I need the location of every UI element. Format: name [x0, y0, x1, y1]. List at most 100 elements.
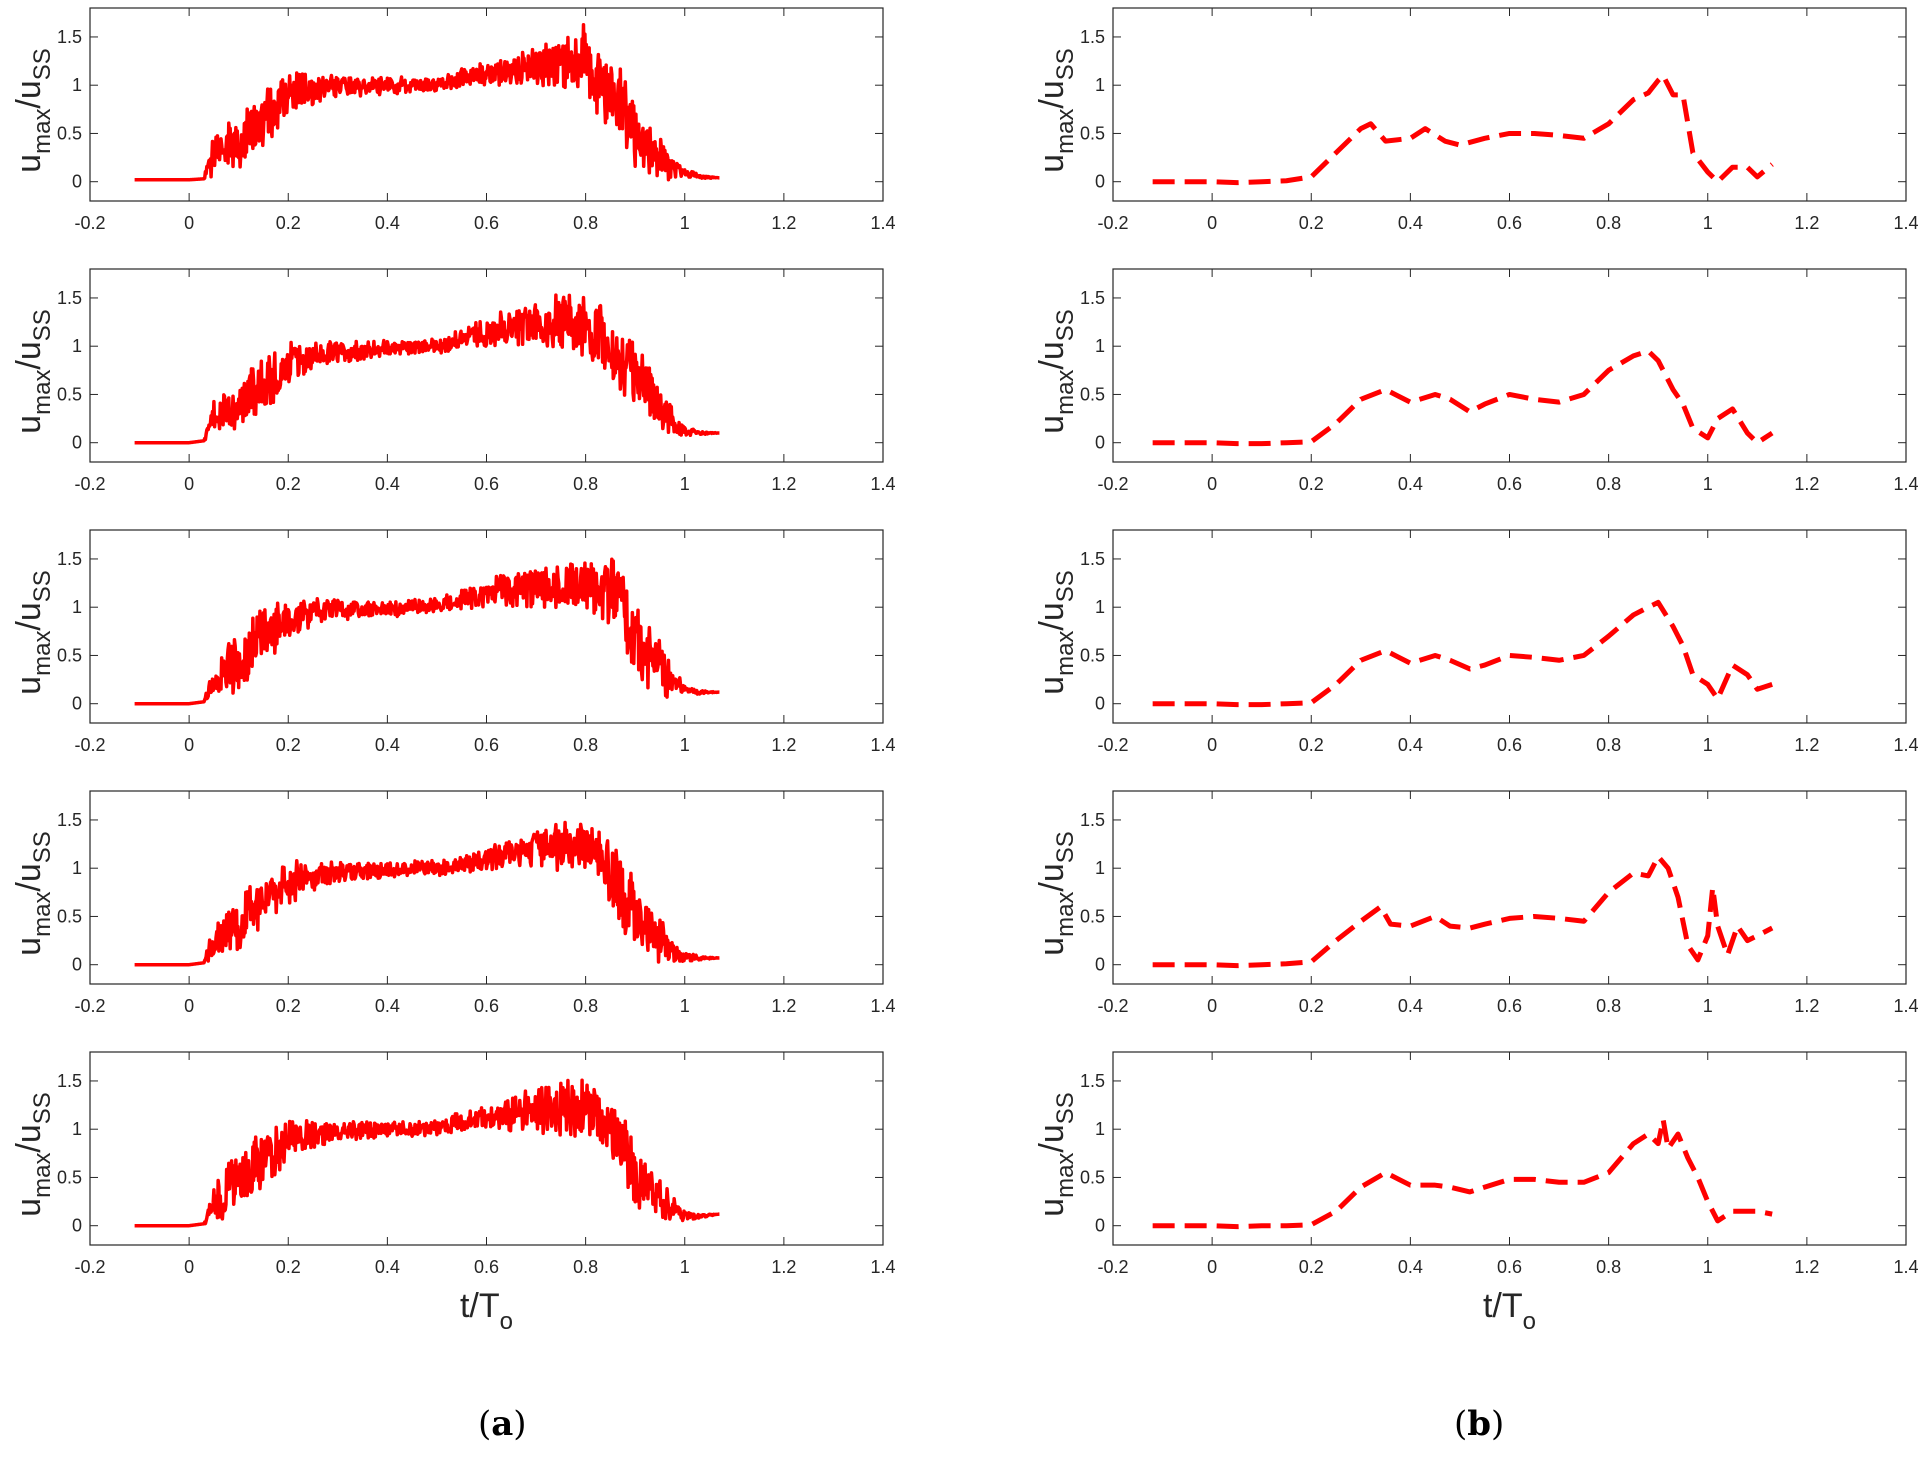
y-axis-label: umax/uSS — [10, 831, 56, 956]
y-tick-label: 0 — [72, 955, 82, 975]
y-tick-label: 1.5 — [1080, 27, 1105, 47]
y-tick-label: 0.5 — [1080, 384, 1105, 404]
x-tick-label: 1.2 — [1794, 996, 1819, 1016]
x-tick-label: 1.4 — [1893, 474, 1918, 494]
series-line-b-4 — [1152, 854, 1774, 969]
x-tick-label: 0.2 — [276, 1257, 301, 1277]
x-tick-label: 1.4 — [1893, 996, 1918, 1016]
y-tick-label: 1.5 — [1080, 288, 1105, 308]
y-tick-label: 0.5 — [1080, 645, 1105, 665]
x-tick-label: -0.2 — [1097, 213, 1128, 233]
plot-area — [1112, 1051, 1907, 1246]
x-tick-label: 1.4 — [870, 213, 895, 233]
x-tick-label: 0 — [184, 474, 194, 494]
y-tick-label: 1 — [1095, 75, 1105, 95]
x-tick-label: 0.4 — [375, 474, 400, 494]
x-tick-label: 1.2 — [771, 474, 796, 494]
x-tick-label: 0.8 — [573, 996, 598, 1016]
y-tick-label: 0 — [1095, 172, 1105, 192]
x-tick-label: 1 — [680, 996, 690, 1016]
x-tick-label: 1.2 — [771, 996, 796, 1016]
x-tick-label: 0.2 — [1299, 735, 1324, 755]
x-tick-label: 0.2 — [276, 996, 301, 1016]
y-axis-label: umax/uSS — [1033, 570, 1079, 695]
series-line-a-3 — [133, 557, 721, 706]
y-tick-label: 0.5 — [57, 384, 82, 404]
y-tick-label: 1.5 — [57, 27, 82, 47]
x-tick-label: 0 — [184, 996, 194, 1016]
series-line-b-5 — [1152, 1117, 1773, 1230]
plot-area — [1112, 7, 1907, 202]
y-tick-label: 1 — [1095, 1119, 1105, 1139]
x-tick-label: 1 — [680, 474, 690, 494]
x-tick-label: 1.4 — [1893, 1257, 1918, 1277]
x-tick-label: 0.2 — [1299, 1257, 1324, 1277]
x-tick-label: 0.4 — [375, 1257, 400, 1277]
x-tick-label: 0 — [184, 1257, 194, 1277]
series-line-b-2 — [1152, 348, 1774, 447]
x-tick-label: 0.8 — [573, 735, 598, 755]
y-tick-label: 0.5 — [57, 123, 82, 143]
x-tick-label: 0.4 — [1398, 735, 1423, 755]
x-tick-label: 0 — [1207, 735, 1217, 755]
x-tick-label: 0.8 — [573, 213, 598, 233]
x-tick-label: -0.2 — [74, 1257, 105, 1277]
y-tick-label: 1.5 — [57, 288, 82, 308]
x-tick-label: 1.4 — [870, 1257, 895, 1277]
x-tick-label: 1.2 — [1794, 1257, 1819, 1277]
x-tick-label: 0.4 — [1398, 474, 1423, 494]
y-tick-label: 1 — [1095, 597, 1105, 617]
x-tick-label: 1.4 — [1893, 213, 1918, 233]
x-tick-label: 1.2 — [771, 1257, 796, 1277]
x-tick-label: 0.2 — [1299, 474, 1324, 494]
plot-area — [89, 268, 884, 463]
panel-label-b: (b) — [1454, 1404, 1505, 1444]
series-line-b-3 — [1152, 599, 1773, 708]
x-axis-label: t/To — [1483, 1287, 1536, 1335]
y-tick-label: 1 — [1095, 858, 1105, 878]
plot-area — [89, 529, 884, 724]
x-tick-label: 0.8 — [573, 474, 598, 494]
x-tick-label: 0.6 — [1497, 735, 1522, 755]
x-tick-label: 0.6 — [474, 996, 499, 1016]
x-tick-label: 1.4 — [870, 735, 895, 755]
x-tick-label: -0.2 — [74, 474, 105, 494]
x-tick-label: 0 — [1207, 213, 1217, 233]
x-tick-label: 0.6 — [474, 474, 499, 494]
y-tick-label: 0 — [1095, 694, 1105, 714]
x-tick-label: 1.4 — [870, 474, 895, 494]
y-tick-label: 1 — [72, 597, 82, 617]
y-tick-label: 0 — [72, 433, 82, 453]
x-tick-label: 0.4 — [1398, 213, 1423, 233]
x-tick-label: 0.8 — [1596, 474, 1621, 494]
x-tick-label: 1 — [1703, 474, 1713, 494]
y-axis-label: umax/uSS — [1033, 309, 1079, 434]
y-axis-label: umax/uSS — [10, 570, 56, 695]
x-tick-label: 1 — [1703, 735, 1713, 755]
y-axis-label: umax/uSS — [1033, 831, 1079, 956]
y-tick-label: 1.5 — [1080, 1071, 1105, 1091]
y-tick-label: 0 — [72, 172, 82, 192]
x-tick-label: 1 — [680, 1257, 690, 1277]
x-tick-label: 1.2 — [1794, 735, 1819, 755]
y-tick-label: 1.5 — [57, 810, 82, 830]
x-tick-label: 0.8 — [1596, 996, 1621, 1016]
y-tick-label: 1.5 — [1080, 549, 1105, 569]
y-tick-label: 1 — [72, 336, 82, 356]
x-tick-label: -0.2 — [1097, 735, 1128, 755]
y-axis-label: umax/uSS — [10, 309, 56, 434]
y-tick-label: 0 — [72, 1216, 82, 1236]
series-line-a-2 — [133, 293, 721, 445]
x-tick-label: 1.4 — [1893, 735, 1918, 755]
y-tick-label: 1.5 — [57, 1071, 82, 1091]
y-tick-label: 0.5 — [1080, 123, 1105, 143]
x-tick-label: 1 — [1703, 213, 1713, 233]
y-tick-label: 0 — [72, 694, 82, 714]
plot-area — [1112, 790, 1907, 985]
x-tick-label: 1.2 — [771, 735, 796, 755]
y-tick-label: 0.5 — [57, 1167, 82, 1187]
